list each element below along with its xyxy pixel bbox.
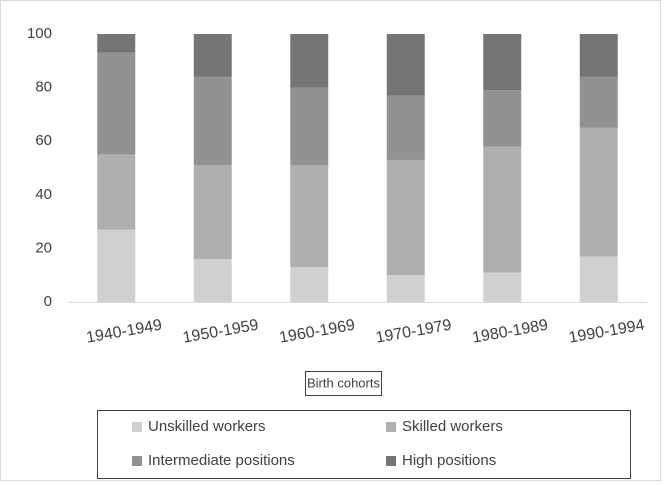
bar-segment <box>97 154 136 230</box>
bar-segment <box>193 259 232 302</box>
y-tick-label: 100 <box>27 25 52 42</box>
legend-box <box>97 410 631 479</box>
legend-label: Intermediate positions <box>148 452 295 469</box>
bar-segment <box>483 90 522 147</box>
legend-swatch <box>386 456 396 466</box>
bar-segment <box>386 275 425 302</box>
bar-segment <box>483 146 522 273</box>
bar-segment <box>97 52 136 155</box>
legend-label: Skilled workers <box>402 418 503 435</box>
y-tick-label: 0 <box>44 293 52 310</box>
legend-swatch <box>132 422 142 432</box>
y-tick-label: 60 <box>35 132 52 149</box>
bar-segment <box>97 229 136 302</box>
bar-segment <box>579 127 618 257</box>
bar-segment <box>97 34 136 53</box>
y-tick-label: 40 <box>35 186 52 203</box>
bar-segment <box>579 76 618 128</box>
bar-segment <box>483 34 522 91</box>
bar-segment <box>290 267 329 302</box>
bar-segment <box>290 34 329 88</box>
bar-segment <box>386 34 425 96</box>
bar-segment <box>290 165 329 268</box>
legend-label: Unskilled workers <box>148 418 266 435</box>
bar-segment <box>193 76 232 166</box>
bar-segment <box>193 165 232 260</box>
bar-segment <box>386 159 425 276</box>
legend-label: High positions <box>402 452 496 469</box>
bar-segment <box>193 34 232 77</box>
x-axis-label: Birth cohorts <box>307 375 380 390</box>
legend-swatch <box>132 456 142 466</box>
y-tick-label: 20 <box>35 239 52 256</box>
y-tick-label: 80 <box>35 79 52 96</box>
bar-segment <box>579 256 618 302</box>
bar-segment <box>579 34 618 77</box>
legend-swatch <box>386 422 396 432</box>
bar-segment <box>290 87 329 166</box>
bar-segment <box>386 95 425 160</box>
x-label-box <box>305 371 382 396</box>
bar-segment <box>483 272 522 302</box>
